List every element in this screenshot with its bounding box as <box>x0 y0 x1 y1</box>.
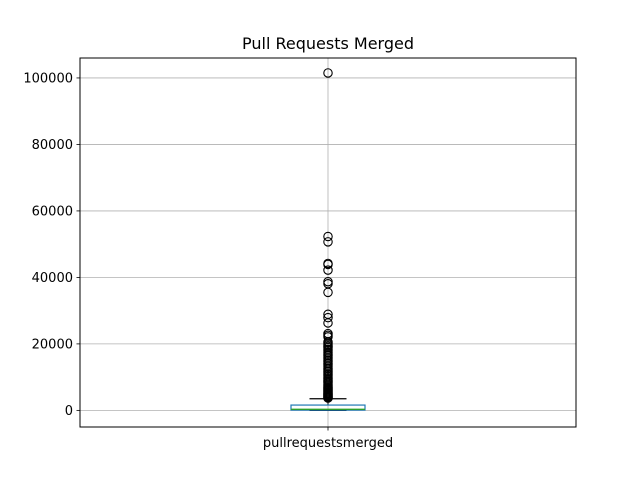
outlier-point <box>323 265 333 275</box>
y-axis: 0 20000 40000 60000 80000 100000 <box>23 71 80 419</box>
x-axis: pullrequestsmerged <box>263 427 393 451</box>
outlier-point <box>323 287 333 298</box>
box-plot <box>290 398 366 411</box>
outlier-point <box>323 68 333 78</box>
outlier-point <box>323 237 333 247</box>
outlier-point <box>323 312 333 323</box>
y-tick-label: 60000 <box>32 204 73 219</box>
y-tick-label: 0 <box>65 404 73 419</box>
outlier-point <box>323 259 333 270</box>
outlier-points <box>323 68 333 403</box>
interquartile-box <box>290 404 366 411</box>
outlier-point <box>323 393 333 403</box>
chart-title: Pull Requests Merged <box>242 34 414 53</box>
x-tick-label: pullrequestsmerged <box>263 436 393 451</box>
outlier-point <box>323 318 333 328</box>
outlier-point <box>323 231 333 242</box>
y-tick-label: 80000 <box>32 138 73 153</box>
y-tick-label: 40000 <box>32 271 73 286</box>
y-tick-label: 20000 <box>32 337 73 352</box>
y-tick-label: 100000 <box>23 71 73 86</box>
